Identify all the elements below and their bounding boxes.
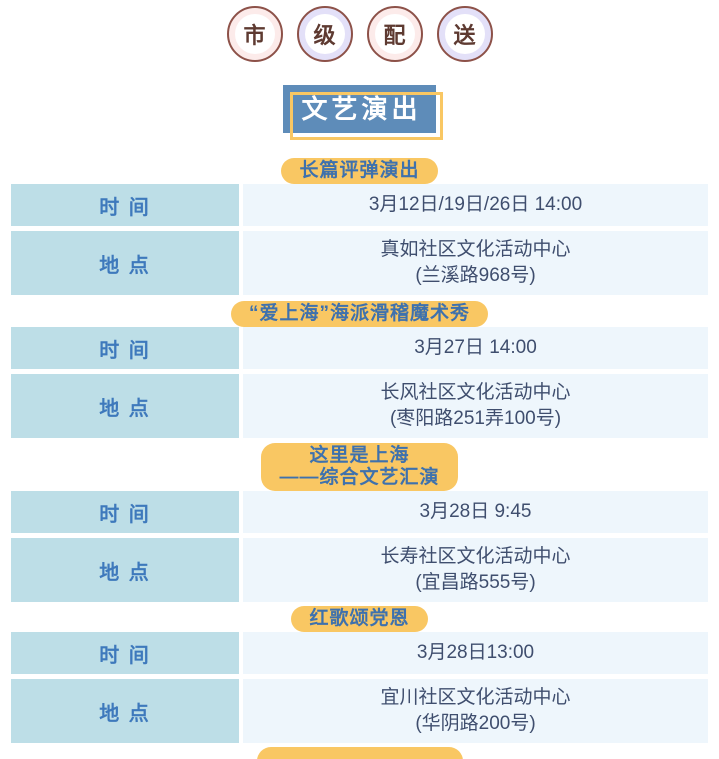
section-title-badge: “爱上海”海派滑稽魔术秀 xyxy=(230,301,488,327)
city-badge-char: 配 xyxy=(374,14,415,54)
event-section-2: “爱上海”海派滑稽魔术秀 时 间 3月27日 14:00 地 点 长风社区文化活… xyxy=(0,301,719,438)
city-badge-char: 送 xyxy=(444,14,485,54)
place-value-cell: 宜川社区文化活动中心 (华阴路200号) xyxy=(243,679,708,743)
next-section-badge-partial xyxy=(256,747,463,759)
city-badge-4: 送 xyxy=(436,6,493,62)
event-section-4: 红歌颂党恩 时 间 3月28日13:00 地 点 宜川社区文化活动中心 (华阴路… xyxy=(0,606,719,743)
section-title-line: 这里是上海 xyxy=(309,445,410,466)
place-value-cell: 长寿社区文化活动中心 (宜昌路555号) xyxy=(243,538,708,602)
section-title-line: “爱上海”海派滑稽魔术秀 xyxy=(248,303,470,324)
section-title-line: 红歌颂党恩 xyxy=(309,608,410,629)
place-value-cell: 真如社区文化活动中心 (兰溪路968号) xyxy=(243,231,708,295)
time-row: 时 间 3月27日 14:00 xyxy=(11,327,708,369)
city-badge-char: 级 xyxy=(304,14,345,54)
place-label-cell: 地 点 xyxy=(11,679,239,743)
place-line-1: 真如社区文化活动中心 xyxy=(380,239,571,260)
section-title-line: ——综合文艺汇演 xyxy=(279,467,440,488)
city-badge-2: 级 xyxy=(296,6,353,62)
time-label-cell: 时 间 xyxy=(11,327,239,369)
time-value-cell: 3月28日 9:45 xyxy=(243,491,708,533)
event-section-1: 长篇评弹演出 时 间 3月12日/19日/26日 14:00 地 点 真如社区文… xyxy=(0,158,719,295)
section-title-line: 长篇评弹演出 xyxy=(299,160,420,181)
place-row: 地 点 长寿社区文化活动中心 (宜昌路555号) xyxy=(11,538,708,602)
time-value-cell: 3月28日13:00 xyxy=(243,632,708,674)
section-title-badge: 红歌颂党恩 xyxy=(291,606,428,632)
place-label-cell: 地 点 xyxy=(11,374,239,438)
city-badge-char: 市 xyxy=(234,14,275,54)
time-label-cell: 时 间 xyxy=(11,491,239,533)
time-label-cell: 时 间 xyxy=(11,632,239,674)
place-line-1: 长风社区文化活动中心 xyxy=(380,382,571,403)
place-line-2: (兰溪路968号) xyxy=(415,265,536,286)
place-row: 地 点 长风社区文化活动中心 (枣阳路251弄100号) xyxy=(11,374,708,438)
page-title: 文艺演出 xyxy=(283,85,443,140)
place-line-1: 宜川社区文化活动中心 xyxy=(380,687,571,708)
place-line-2: (枣阳路251弄100号) xyxy=(389,408,562,429)
place-row: 地 点 真如社区文化活动中心 (兰溪路968号) xyxy=(11,231,708,295)
section-title-badge: 长篇评弹演出 xyxy=(281,158,438,184)
place-line-2: (华阴路200号) xyxy=(415,713,536,734)
place-line-1: 长寿社区文化活动中心 xyxy=(380,546,571,567)
city-level-badges-row: 市 级 配 送 xyxy=(0,6,719,62)
place-row: 地 点 宜川社区文化活动中心 (华阴路200号) xyxy=(11,679,708,743)
section-title-badge: 这里是上海 ——综合文艺汇演 xyxy=(261,443,458,491)
city-badge-3: 配 xyxy=(366,6,423,62)
city-badge-1: 市 xyxy=(226,6,283,62)
time-value-cell: 3月12日/19日/26日 14:00 xyxy=(243,184,708,226)
place-label-cell: 地 点 xyxy=(11,231,239,295)
time-label-cell: 时 间 xyxy=(11,184,239,226)
time-row: 时 间 3月28日13:00 xyxy=(11,632,708,674)
time-row: 时 间 3月12日/19日/26日 14:00 xyxy=(11,184,708,226)
place-line-2: (宜昌路555号) xyxy=(415,572,536,593)
event-section-3: 这里是上海 ——综合文艺汇演 时 间 3月28日 9:45 地 点 长寿社区文化… xyxy=(0,443,719,602)
time-row: 时 间 3月28日 9:45 xyxy=(11,491,708,533)
time-value-cell: 3月27日 14:00 xyxy=(243,327,708,369)
place-label-cell: 地 点 xyxy=(11,538,239,602)
place-value-cell: 长风社区文化活动中心 (枣阳路251弄100号) xyxy=(243,374,708,438)
